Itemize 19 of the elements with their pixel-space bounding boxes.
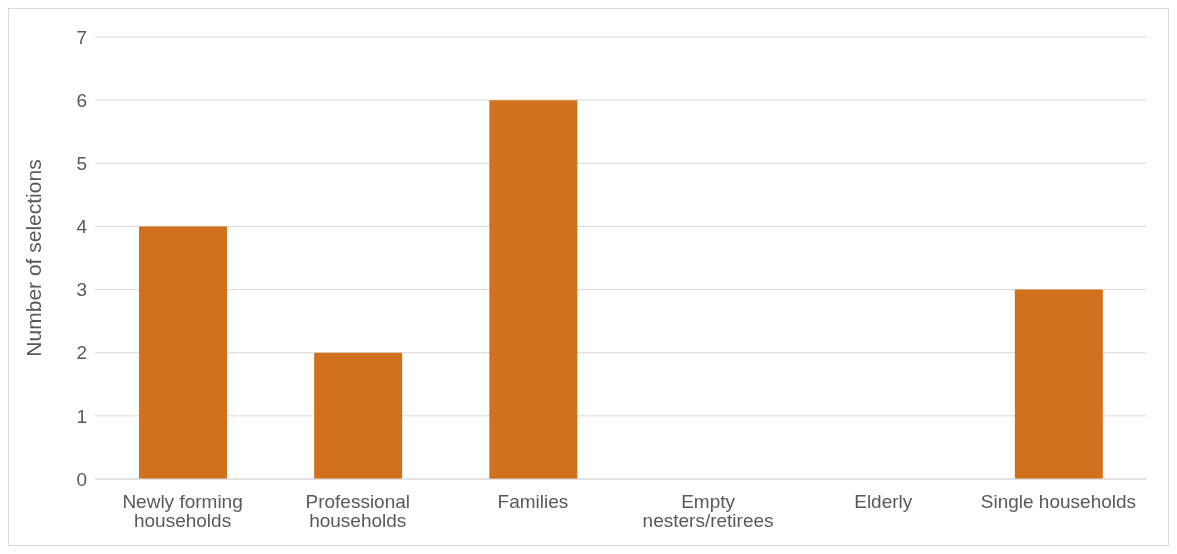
x-tick-label: Professional households: [305, 491, 411, 532]
y-tick-label: 2: [76, 342, 87, 364]
y-axis-title: Number of selections: [22, 159, 46, 357]
y-tick-label: 4: [76, 216, 88, 238]
x-tick-label: Newly forming households: [122, 491, 243, 532]
x-tick-label: Single households: [980, 491, 1137, 513]
y-tick-label: 0: [76, 468, 87, 490]
y-tick-label: 3: [76, 279, 87, 301]
y-tick-label: 5: [76, 153, 87, 175]
bar: [314, 352, 403, 479]
x-tick-label: Empty nesters/retirees: [642, 491, 774, 532]
y-tick-label: 7: [76, 26, 87, 48]
bar: [1014, 289, 1103, 479]
y-tick-label: 6: [76, 89, 87, 111]
x-tick-label: Elderly: [854, 491, 913, 513]
x-tick-label: Families: [497, 491, 569, 513]
y-tick-label: 1: [76, 405, 87, 427]
bar: [489, 100, 578, 479]
bar: [139, 226, 227, 479]
